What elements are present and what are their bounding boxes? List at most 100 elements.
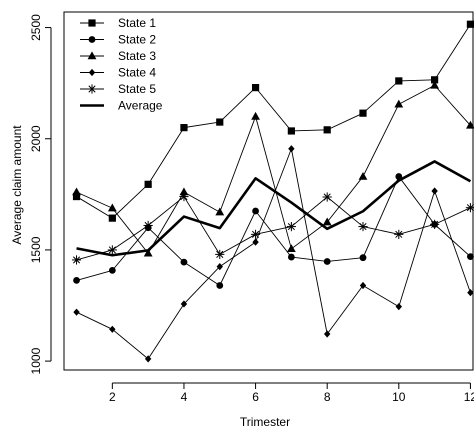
y-tick-label: 2000 <box>29 125 43 152</box>
asterisk-stroke <box>251 230 260 238</box>
y-axis: 1000 1500 2000 2500 <box>29 14 52 374</box>
point-state-3 <box>322 217 332 226</box>
asterisk-stroke <box>144 221 152 230</box>
point-state-3 <box>394 99 404 108</box>
plot-frame <box>63 11 474 371</box>
point-state-3 <box>430 80 440 89</box>
x-tick-label: 2 <box>109 390 116 404</box>
point-state-1 <box>466 20 474 28</box>
point-state-1 <box>180 124 188 132</box>
x-tick-label: 8 <box>324 390 331 404</box>
point-state-5 <box>107 245 117 255</box>
point-state-4 <box>431 187 438 195</box>
asterisk-stroke <box>180 192 188 201</box>
point-state-2 <box>467 253 474 260</box>
point-state-5 <box>250 229 261 239</box>
point-state-1 <box>287 127 295 135</box>
x-tick-label: 12 <box>464 390 474 404</box>
point-state-5 <box>215 249 225 259</box>
legend-label: Average <box>118 99 163 113</box>
point-state-5 <box>430 219 440 229</box>
point-state-3 <box>466 120 474 129</box>
point-state-1 <box>251 84 260 92</box>
y-tick-label: 2500 <box>29 14 43 41</box>
point-state-2 <box>73 276 80 284</box>
asterisk-stroke <box>216 250 224 258</box>
legend-item-state-5: State 5 <box>80 82 156 96</box>
point-state-4 <box>144 355 152 363</box>
point-state-4 <box>109 325 116 333</box>
asterisk-stroke <box>108 246 116 254</box>
asterisk-stroke <box>359 223 367 231</box>
x-axis: 2 4 6 8 10 12 <box>109 382 474 404</box>
point-state-3 <box>215 207 225 216</box>
x-tick-label: 10 <box>392 390 406 404</box>
legend-label: State 3 <box>118 49 156 63</box>
point-state-4 <box>395 303 403 311</box>
point-state-4 <box>252 238 259 246</box>
point-state-1 <box>216 118 224 126</box>
series-markers <box>71 20 474 363</box>
asterisk-stroke <box>431 220 439 228</box>
series-lines <box>76 23 472 360</box>
point-state-5 <box>358 221 368 232</box>
point-state-1 <box>108 214 116 222</box>
point-state-4 <box>180 300 188 308</box>
marker-triangle <box>87 51 97 60</box>
asterisk-stroke <box>395 230 403 238</box>
point-state-4 <box>288 145 295 153</box>
point-state-2 <box>287 253 295 261</box>
point-state-5 <box>322 192 332 202</box>
legend-label: State 5 <box>118 82 156 96</box>
point-state-2 <box>252 207 259 215</box>
point-state-5 <box>394 229 404 239</box>
x-tick-label: 6 <box>252 390 259 404</box>
point-state-4 <box>467 289 474 297</box>
point-state-3 <box>251 111 260 120</box>
legend-item-state-2: State 2 <box>80 33 156 47</box>
point-state-5 <box>286 221 296 232</box>
point-state-4 <box>359 281 367 290</box>
x-axis-label: Trimester <box>240 415 290 429</box>
point-state-1 <box>359 109 367 117</box>
point-state-3 <box>143 248 153 257</box>
y-axis-label: Average claim amount <box>10 125 24 245</box>
point-state-1 <box>72 192 81 201</box>
point-state-2 <box>323 258 331 265</box>
series-line-state-1 <box>76 23 471 219</box>
legend-item-average: Average <box>80 99 163 113</box>
y-tick-label: 1000 <box>29 347 43 374</box>
asterisk-stroke <box>466 204 474 212</box>
legend-item-state-1: State 1 <box>80 16 156 30</box>
marker-asterisk <box>87 84 97 94</box>
point-state-5 <box>179 191 189 202</box>
point-state-1 <box>144 180 152 188</box>
series-line-state-5 <box>76 196 471 261</box>
point-state-2 <box>108 266 116 274</box>
legend: State 1 State 2 State 3 State 4 State 5 Avera… <box>80 16 163 113</box>
asterisk-stroke <box>287 223 295 231</box>
series-line-state-2 <box>76 176 471 286</box>
series-line-average <box>76 160 472 257</box>
point-state-2 <box>395 173 403 180</box>
point-state-3 <box>358 171 368 180</box>
x-tick-label: 4 <box>181 390 188 404</box>
legend-label: State 2 <box>118 33 156 47</box>
point-state-3 <box>72 187 81 196</box>
asterisk-stroke <box>72 256 81 264</box>
legend-item-state-4: State 4 <box>80 66 156 80</box>
legend-item-state-3: State 3 <box>80 49 156 63</box>
point-state-3 <box>179 187 189 196</box>
point-state-3 <box>286 244 296 253</box>
plot-border <box>63 11 474 371</box>
series-line-state-3 <box>76 84 471 254</box>
asterisk-stroke <box>323 193 331 201</box>
legend-label: State 1 <box>118 16 156 30</box>
point-state-5 <box>71 255 82 265</box>
point-state-4 <box>73 308 80 316</box>
marker-square <box>88 19 96 27</box>
y-tick-label: 1500 <box>29 236 43 263</box>
point-state-3 <box>107 203 117 212</box>
point-state-1 <box>431 76 439 84</box>
